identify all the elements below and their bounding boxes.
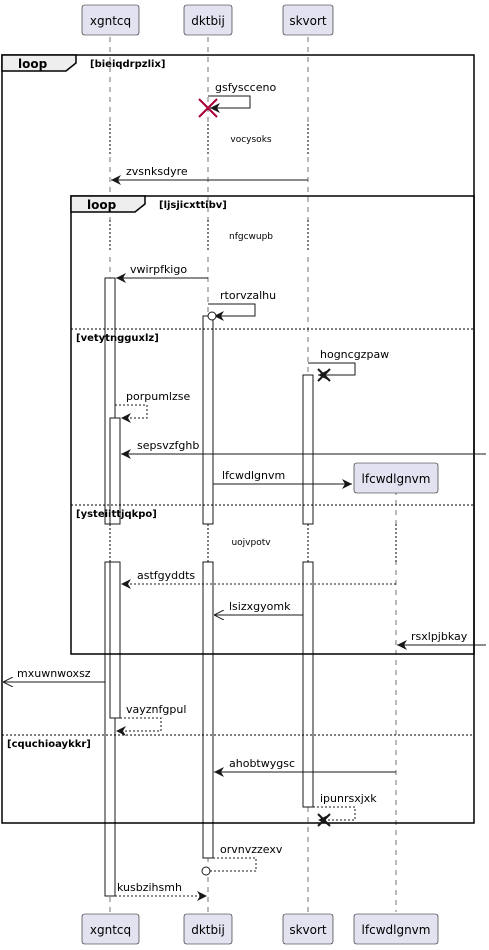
svg-text:kusbzihsmh: kusbzihsmh [117, 881, 182, 894]
destroy-icon [198, 98, 218, 118]
participant-xgntcq-top[interactable]: xgntcq [81, 4, 140, 36]
loop-keyword-inner: loop [87, 198, 117, 212]
svg-text:ahobtwygsc: ahobtwygsc [229, 757, 295, 770]
message-self-skvort-1: hogncgzpaw [308, 348, 389, 382]
message-self-skvort-2: ipunrsxjxk [313, 792, 377, 827]
svg-text:ipunrsxjxk: ipunrsxjxk [320, 792, 377, 805]
message-self-xgntcq-1: porpumlzse [115, 390, 190, 423]
destroy-icon [317, 813, 331, 827]
message-self-dktbij-2: rtorvzalhu [207, 289, 276, 321]
svg-text:dktbij: dktbij [191, 14, 225, 28]
participant-lfcwdlgnvm-created[interactable]: lfcwdlgnvm [353, 462, 439, 494]
message-kusbzihsmh: kusbzihsmh [115, 881, 207, 901]
activation-dktbij [202, 315, 214, 525]
svg-text:dktbij: dktbij [191, 923, 225, 937]
participant-xgntcq-bottom[interactable]: xgntcq [81, 913, 140, 945]
svg-text:vayznfgpul: vayznfgpul [126, 703, 186, 716]
message-sepsvzfghb: sepsvzfghb [121, 439, 486, 459]
svg-text:lfcwdlgnvm: lfcwdlgnvm [362, 472, 431, 486]
svg-text:xgntcq: xgntcq [90, 923, 131, 937]
svg-text:skvort: skvort [289, 923, 327, 937]
participant-dktbij-bottom[interactable]: dktbij [183, 913, 233, 945]
message-rsxlpjbkay: rsxlpjbkay [397, 630, 486, 650]
message-lsizxgyomk: lsizxgyomk [214, 600, 303, 615]
message-self-xgntcq-2: vayznfgpul [116, 703, 186, 736]
svg-text:zvsnksdyre: zvsnksdyre [126, 165, 188, 178]
svg-text:rsxlpjbkay: rsxlpjbkay [411, 630, 468, 643]
svg-text:rtorvzalhu: rtorvzalhu [220, 289, 276, 302]
else-guard-inner-2: [ysteiittjqkpo] [76, 509, 157, 520]
participant-skvort-bottom[interactable]: skvort [282, 913, 334, 945]
loop-frame-outer: loop [bieiqdrpzlix] [cquchioaykkr] [1, 54, 475, 824]
svg-text:lfcwdlgnvm: lfcwdlgnvm [222, 469, 285, 482]
svg-text:gsfyscceno: gsfyscceno [215, 81, 276, 94]
svg-text:sepsvzfghb: sepsvzfghb [137, 439, 199, 452]
svg-text:porpumlzse: porpumlzse [126, 390, 190, 403]
message-vwirpfkigo: vwirpfkigo [116, 263, 208, 283]
loop-guard-outer: [bieiqdrpzlix] [90, 59, 165, 70]
activation-xgntcq-2b [109, 561, 121, 719]
activation-dktbij-b [202, 561, 214, 859]
destroy-icon [317, 368, 331, 382]
svg-text:lfcwdlgnvm: lfcwdlgnvm [362, 923, 431, 937]
loop-frame-inner: loop [ljsjicxttibv] [vetytngguxlz] [yste… [70, 195, 475, 655]
svg-text:mxuwnwoxsz: mxuwnwoxsz [17, 667, 91, 680]
delay-label-1: vocysoks [230, 135, 272, 145]
participant-skvort-top[interactable]: skvort [282, 4, 334, 36]
activation-skvort [302, 374, 314, 525]
participant-lfcwdlgnvm-bottom[interactable]: lfcwdlgnvm [353, 913, 439, 945]
message-ahobtwygsc: ahobtwygsc [214, 757, 396, 777]
else-guard-outer: [cquchioaykkr] [7, 739, 91, 750]
participant-dktbij-top[interactable]: dktbij [183, 4, 233, 36]
loop-keyword-outer: loop [18, 57, 48, 71]
svg-text:astfgyddts: astfgyddts [137, 569, 195, 582]
message-self-dktbij-3: orvnvzzexv [201, 843, 283, 876]
svg-text:xgntcq: xgntcq [90, 14, 131, 28]
svg-text:vwirpfkigo: vwirpfkigo [130, 263, 187, 276]
message-zvsnksdyre: zvsnksdyre [111, 165, 308, 185]
message-self-dktbij-1: gsfyscceno [198, 81, 276, 118]
message-create-lfcwdlgnvm: lfcwdlgnvm [213, 469, 352, 489]
else-guard-inner-1: [vetytngguxlz] [76, 333, 159, 344]
svg-text:orvnvzzexv: orvnvzzexv [220, 843, 283, 856]
message-astfgyddts: astfgyddts [121, 569, 396, 589]
activation-skvort-b [302, 561, 314, 808]
svg-text:skvort: skvort [289, 14, 327, 28]
svg-text:lsizxgyomk: lsizxgyomk [229, 600, 291, 613]
svg-text:hogncgzpaw: hogncgzpaw [320, 348, 389, 361]
delay-label-3: uojvpotv [231, 538, 271, 548]
delay-dots [109, 124, 397, 562]
loop-guard-inner: [ljsjicxttibv] [159, 200, 227, 211]
delay-label-2: nfgcwupb [229, 232, 273, 242]
message-mxuwnwoxsz: mxuwnwoxsz [3, 667, 105, 682]
activation-xgntcq-2 [109, 417, 121, 525]
